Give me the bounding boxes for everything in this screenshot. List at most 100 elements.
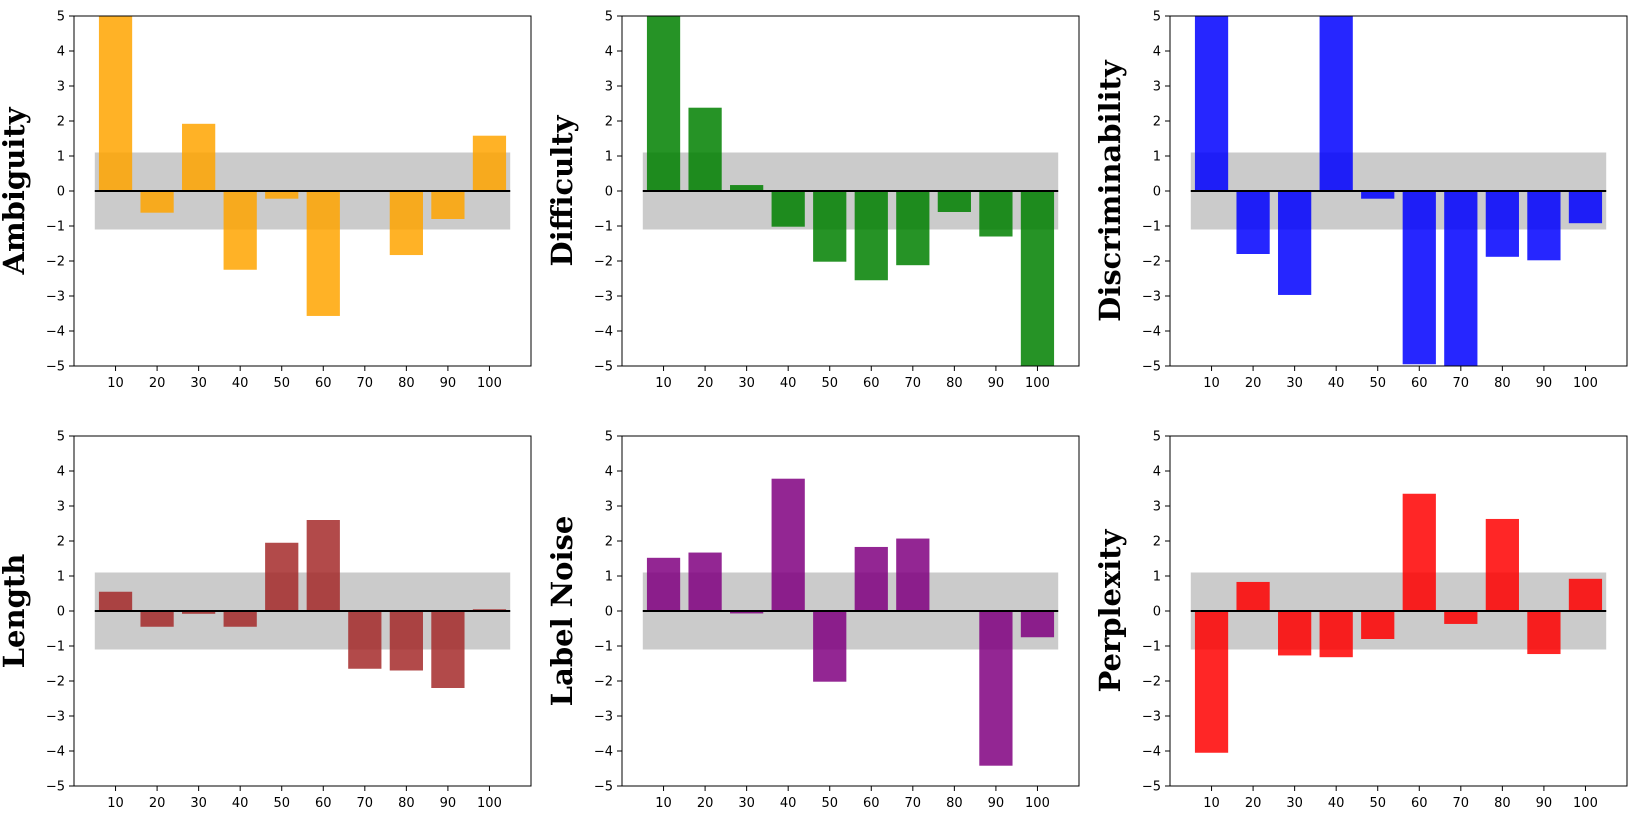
bar-10 bbox=[98, 591, 133, 611]
x-tick-label: 10 bbox=[655, 796, 672, 811]
x-tick-label: 20 bbox=[149, 376, 166, 391]
y-tick-label: 2 bbox=[605, 115, 613, 130]
x-tick-label: 70 bbox=[905, 796, 922, 811]
x-tick-label: 10 bbox=[655, 376, 672, 391]
y-tick-label: −1 bbox=[1142, 640, 1161, 655]
x-tick-label: 70 bbox=[1453, 796, 1470, 811]
bar-90 bbox=[1527, 611, 1561, 655]
y-tick-label: 2 bbox=[605, 535, 613, 550]
y-tick-label: 3 bbox=[57, 80, 65, 95]
bar-90 bbox=[431, 191, 465, 219]
x-tick-label: 100 bbox=[1573, 376, 1598, 391]
x-tick-label: 90 bbox=[440, 796, 457, 811]
bar-30 bbox=[1278, 611, 1312, 656]
y-tick-label: 1 bbox=[605, 150, 613, 165]
x-tick-label: 90 bbox=[988, 796, 1005, 811]
bar-10 bbox=[646, 557, 681, 611]
x-tick-label: 50 bbox=[273, 376, 290, 391]
x-tick-label: 60 bbox=[1411, 376, 1428, 391]
bar-20 bbox=[140, 191, 174, 213]
y-tick-label: 4 bbox=[57, 465, 65, 480]
x-tick-label: 10 bbox=[1203, 796, 1220, 811]
x-tick-label: 90 bbox=[1536, 376, 1553, 391]
bar-20 bbox=[688, 552, 722, 611]
x-tick-label: 10 bbox=[1203, 376, 1220, 391]
y-tick-label: −3 bbox=[1142, 290, 1161, 305]
bar-10 bbox=[1194, 16, 1229, 191]
y-tick-label: −5 bbox=[1142, 780, 1161, 795]
y-tick-label: −3 bbox=[594, 290, 613, 305]
bar-100 bbox=[1568, 578, 1603, 611]
bar-10 bbox=[646, 16, 681, 191]
bar-20 bbox=[1236, 581, 1270, 611]
x-tick-label: 50 bbox=[821, 376, 838, 391]
y-tick-label: 4 bbox=[605, 45, 613, 60]
bar-80 bbox=[1485, 518, 1519, 611]
bar-60 bbox=[854, 546, 888, 611]
y-tick-label: 4 bbox=[605, 465, 613, 480]
x-tick-label: 40 bbox=[780, 376, 797, 391]
bar-80 bbox=[1485, 191, 1519, 257]
bar-40 bbox=[223, 611, 257, 627]
y-tick-label: 1 bbox=[57, 150, 65, 165]
bar-50 bbox=[1361, 611, 1395, 639]
bar-100 bbox=[1020, 191, 1055, 366]
y-tick-label: 0 bbox=[605, 185, 613, 200]
y-tick-label: 3 bbox=[57, 500, 65, 515]
bar-20 bbox=[688, 107, 722, 191]
bar-60 bbox=[1402, 191, 1436, 365]
bar-60 bbox=[306, 520, 340, 611]
bar-50 bbox=[265, 191, 299, 199]
x-tick-label: 90 bbox=[1536, 796, 1553, 811]
bar-30 bbox=[730, 611, 764, 614]
subplot-perplexity: −5 −4 −3 −2 −1 0 1 2 3 4 5 10 20 30 40 50 60 70 80 90 100 Per… bbox=[1093, 430, 1628, 811]
bar-90 bbox=[979, 191, 1013, 237]
bar-20 bbox=[1236, 191, 1270, 254]
x-tick-label: 30 bbox=[190, 796, 207, 811]
x-tick-label: 100 bbox=[1573, 796, 1598, 811]
y-tick-label: 1 bbox=[57, 570, 65, 585]
bar-40 bbox=[223, 191, 257, 270]
y-tick-label: 3 bbox=[1153, 500, 1161, 515]
x-tick-label: 80 bbox=[946, 796, 963, 811]
x-tick-label: 60 bbox=[315, 376, 332, 391]
y-tick-label: −2 bbox=[46, 255, 65, 270]
x-tick-label: 80 bbox=[398, 376, 415, 391]
y-tick-label: −2 bbox=[46, 675, 65, 690]
y-tick-label: −5 bbox=[1142, 360, 1161, 375]
y-axis-label: Perplexity bbox=[1093, 528, 1127, 692]
y-tick-label: −2 bbox=[1142, 255, 1161, 270]
bar-60 bbox=[306, 191, 340, 316]
bar-40 bbox=[1319, 16, 1353, 191]
y-tick-label: 0 bbox=[57, 605, 65, 620]
y-tick-label: −3 bbox=[1142, 710, 1161, 725]
x-tick-label: 40 bbox=[1328, 796, 1345, 811]
x-tick-label: 80 bbox=[1494, 376, 1511, 391]
x-tick-label: 30 bbox=[1286, 796, 1303, 811]
bar-70 bbox=[896, 538, 930, 611]
y-axis-label: Discriminability bbox=[1093, 59, 1127, 322]
y-tick-label: −3 bbox=[594, 710, 613, 725]
y-tick-label: 1 bbox=[1153, 150, 1161, 165]
y-tick-label: 2 bbox=[57, 535, 65, 550]
y-tick-label: −5 bbox=[594, 780, 613, 795]
x-tick-label: 30 bbox=[738, 796, 755, 811]
x-tick-label: 10 bbox=[107, 796, 124, 811]
x-tick-label: 20 bbox=[697, 376, 714, 391]
y-tick-label: 0 bbox=[1153, 185, 1161, 200]
bar-70 bbox=[1444, 191, 1478, 366]
bar-40 bbox=[771, 478, 805, 611]
subplot-ambiguity: −5 −4 −3 −2 −1 0 1 2 3 4 5 10 20 30 40 50 60 70 80 90 100 Amb… bbox=[0, 10, 532, 391]
x-tick-label: 20 bbox=[1245, 376, 1262, 391]
y-tick-label: 5 bbox=[605, 430, 613, 445]
x-tick-label: 20 bbox=[1245, 796, 1262, 811]
x-tick-label: 90 bbox=[440, 376, 457, 391]
bar-50 bbox=[1361, 191, 1395, 199]
x-tick-label: 80 bbox=[946, 376, 963, 391]
x-tick-label: 70 bbox=[905, 376, 922, 391]
x-tick-label: 40 bbox=[232, 376, 249, 391]
y-tick-label: −4 bbox=[594, 325, 613, 340]
bar-90 bbox=[979, 611, 1013, 766]
y-tick-label: 0 bbox=[1153, 605, 1161, 620]
